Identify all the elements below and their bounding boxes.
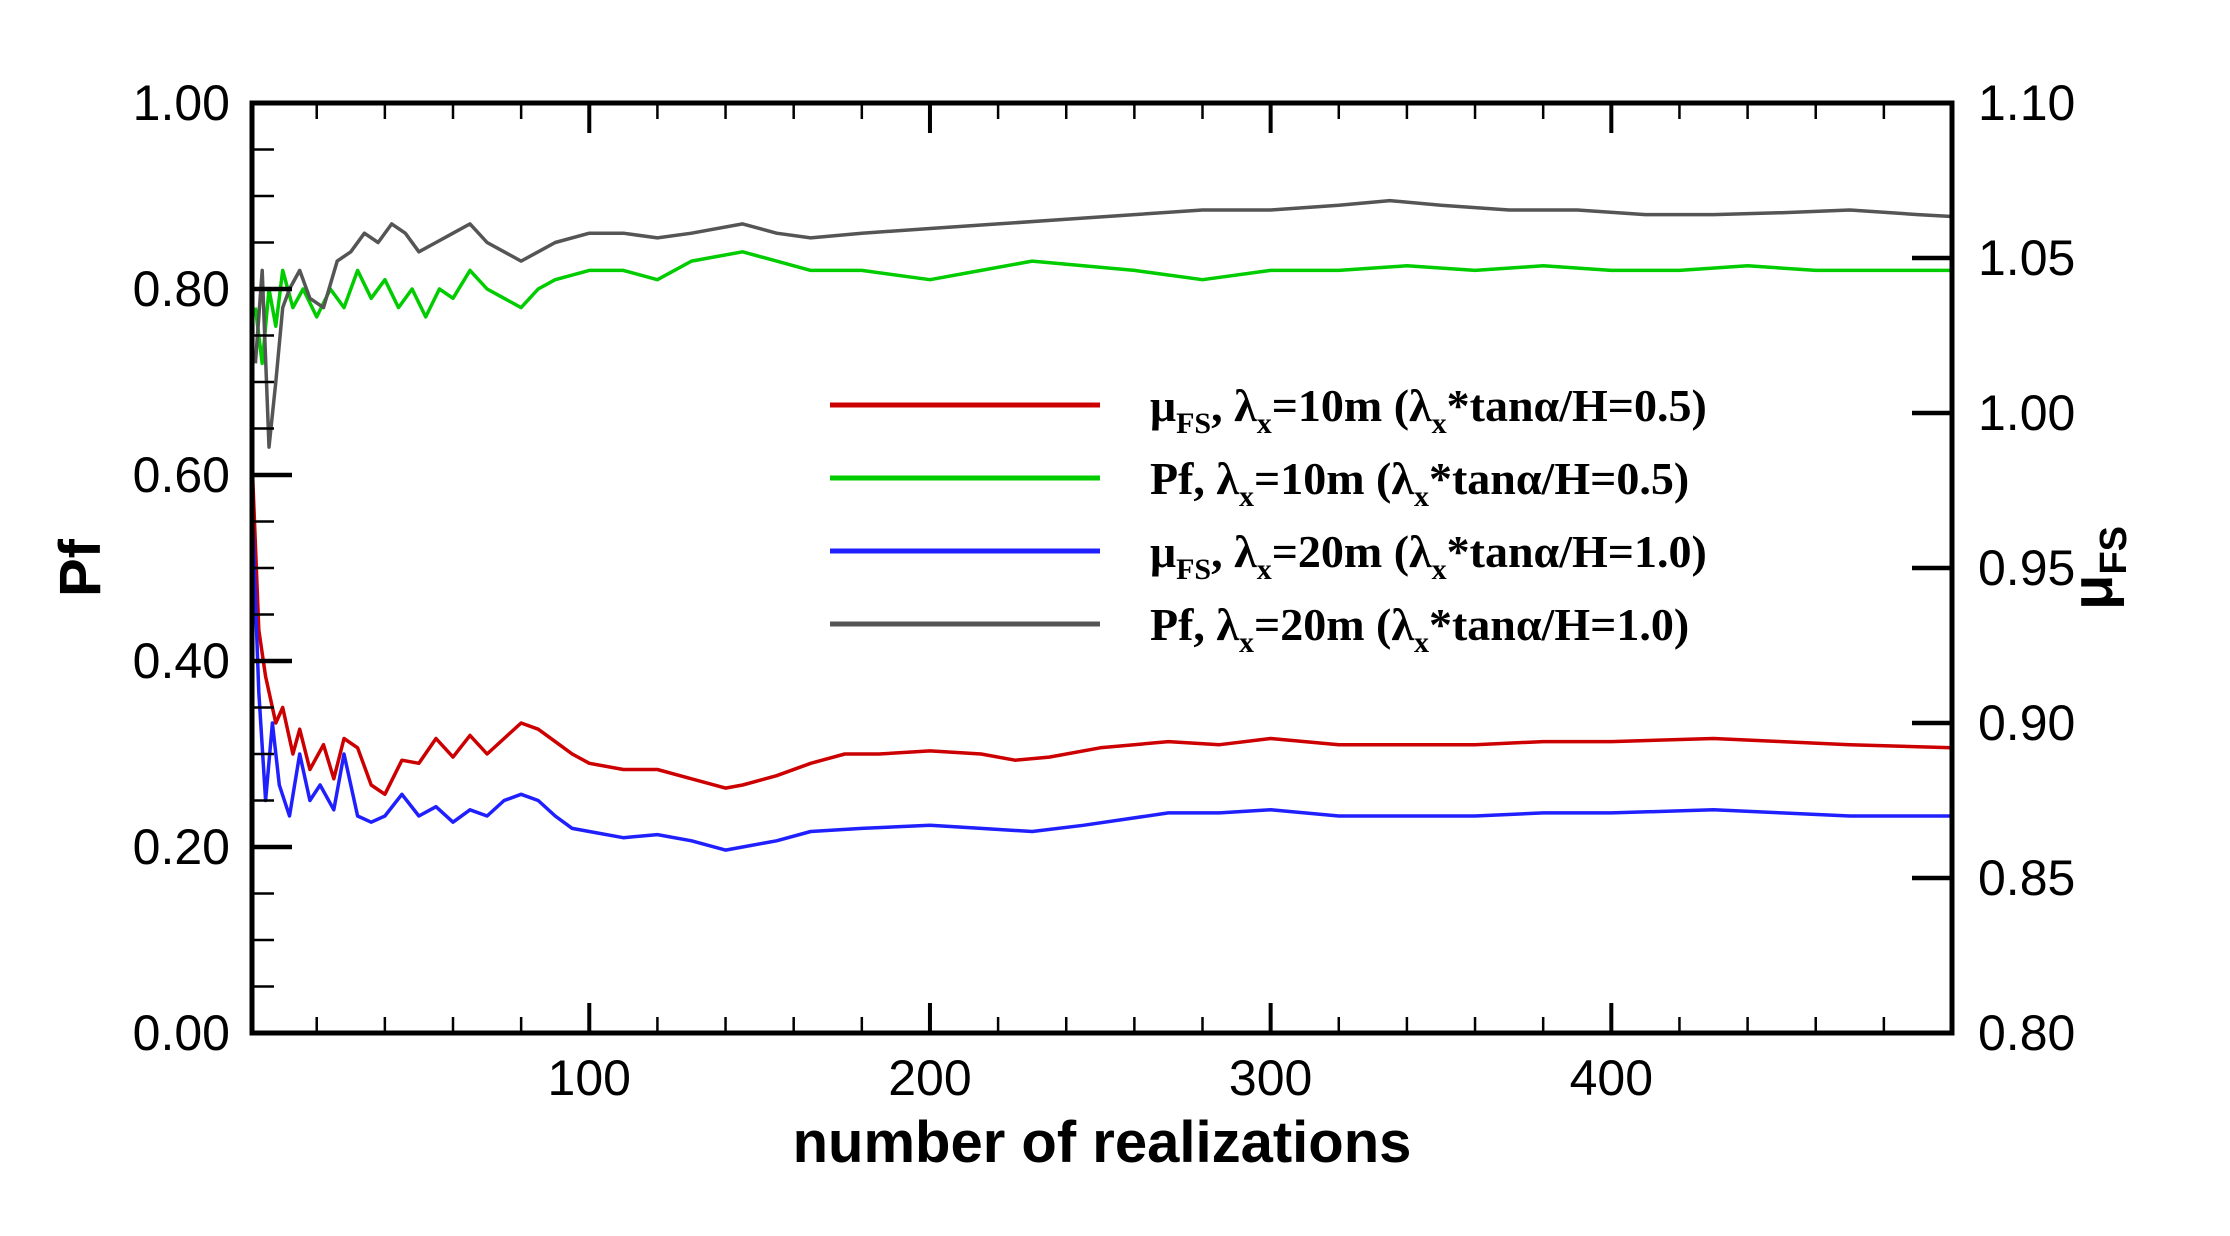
legend-label-2: Pf, λx=10m (λx*tanα/H=0.5) bbox=[1150, 453, 1689, 513]
y-left-tick-label: 1.00 bbox=[133, 75, 230, 131]
y-axis-right-title: μFS bbox=[2060, 526, 2135, 610]
x-axis-title: number of realizations bbox=[793, 1110, 1412, 1175]
series-layer bbox=[250, 198, 1953, 852]
legend-label-3: μFS, λx=20m (λx*tanα/H=1.0) bbox=[1150, 526, 1707, 586]
x-tick-label: 300 bbox=[1229, 1050, 1312, 1106]
y-left-tick-label: 0.40 bbox=[133, 633, 230, 689]
y-right-tick-label: 0.80 bbox=[1978, 1005, 2075, 1061]
series-line-1 bbox=[250, 459, 1953, 797]
y-axis-left-title: Pf bbox=[48, 538, 113, 597]
y-right-tick-label: 1.00 bbox=[1978, 385, 2075, 441]
y-right-tick-label: 0.95 bbox=[1978, 540, 2075, 596]
legend: μFS, λx=10m (λx*tanα/H=0.5) Pf, λx=10m (λ… bbox=[830, 380, 1707, 659]
y-left-tick-label: 0.80 bbox=[133, 261, 230, 317]
y-left-tick-label: 0.60 bbox=[133, 447, 230, 503]
y-left-tick-label: 0.00 bbox=[133, 1005, 230, 1061]
series-line-4 bbox=[253, 198, 1953, 449]
legend-label-4: Pf, λx=20m (λx*tanα/H=1.0) bbox=[1150, 599, 1689, 659]
y-right-tick-label: 0.85 bbox=[1978, 850, 2075, 906]
y-right-tick-label: 0.90 bbox=[1978, 695, 2075, 751]
x-tick-label: 200 bbox=[888, 1050, 971, 1106]
x-tick-label: 100 bbox=[548, 1050, 631, 1106]
ticks-layer bbox=[252, 103, 1952, 1033]
series-line-3 bbox=[250, 505, 1952, 852]
x-tick-label: 400 bbox=[1570, 1050, 1653, 1106]
y-right-tick-label: 1.10 bbox=[1978, 75, 2075, 131]
y-left-tick-label: 0.20 bbox=[133, 819, 230, 875]
labels-layer: 100 200 300 400 0.00 0.20 0.40 0.60 0.80 1.00 0.80… bbox=[133, 75, 2076, 1106]
plot-frame bbox=[249, 100, 1955, 1036]
y-right-tick-label: 1.05 bbox=[1978, 230, 2075, 286]
legend-label-1: μFS, λx=10m (λx*tanα/H=0.5) bbox=[1150, 380, 1707, 440]
